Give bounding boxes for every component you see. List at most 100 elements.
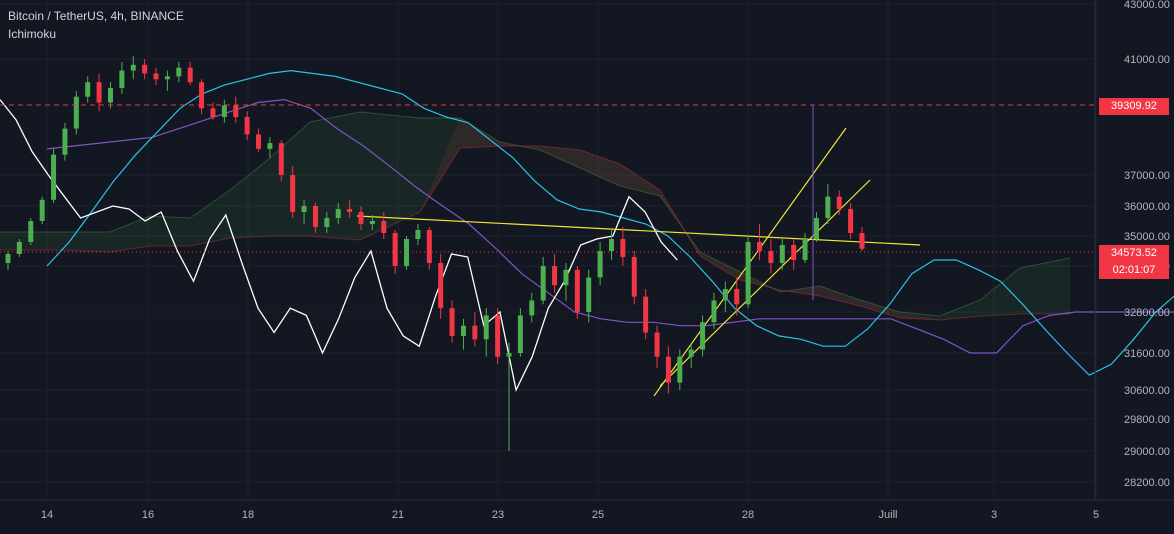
candle-down: [631, 257, 637, 297]
candle-down: [734, 289, 740, 305]
candle-up: [130, 64, 136, 71]
candle-up: [176, 67, 182, 77]
candle-down: [210, 108, 216, 117]
candle-down: [153, 73, 159, 80]
x-tick-label: 5: [1093, 509, 1099, 521]
last-price-value: 34573.52: [1111, 247, 1157, 259]
candle-up: [107, 88, 113, 103]
y-tick-label: 32800.00: [1124, 307, 1170, 319]
kijun-line: [46, 98, 1174, 354]
symbol-title: Bitcoin / TetherUS, 4h, BINANCE: [8, 9, 184, 23]
candle-down: [472, 325, 478, 340]
indicator-label[interactable]: Ichimoku: [8, 27, 57, 41]
candle-down: [438, 263, 444, 309]
level-price-value: 39309.92: [1111, 100, 1157, 112]
ichimoku-cloud: [0, 111, 1071, 321]
candle-up: [267, 143, 273, 149]
candle-up: [51, 154, 57, 200]
candle-up: [608, 239, 614, 251]
candle-down: [199, 82, 205, 109]
candle-up: [802, 239, 808, 260]
candle-up: [221, 105, 227, 117]
level-lines: [0, 104, 1095, 300]
last-price-badge: 34573.52 02:01:07: [1099, 245, 1169, 279]
candle-up: [688, 349, 694, 357]
candle-up: [335, 209, 341, 218]
candle-up: [813, 218, 819, 239]
candle-up: [28, 221, 34, 242]
candle-down: [859, 233, 865, 249]
candle-up: [301, 206, 307, 212]
candle-down: [791, 245, 797, 260]
candle-down: [392, 233, 398, 266]
kumo-fill: [0, 112, 1070, 320]
candle-down: [620, 239, 626, 257]
y-tick-label: 43000.00: [1124, 0, 1170, 11]
candle-up: [745, 242, 751, 305]
candle-up: [5, 254, 11, 263]
candle-down: [381, 221, 387, 233]
candle-up: [517, 315, 523, 353]
y-tick-label: 29800.00: [1124, 414, 1170, 426]
candle-up: [722, 289, 728, 301]
candle-up: [62, 128, 68, 155]
candle-up: [324, 218, 330, 227]
candle-down: [552, 266, 558, 286]
level-price-badge: 39309.92: [1099, 98, 1169, 115]
candle-down: [449, 308, 455, 336]
candle-up: [404, 239, 410, 266]
candle-up: [540, 266, 546, 301]
candle-up: [779, 245, 785, 263]
candle-up: [506, 353, 512, 357]
candle-up: [460, 325, 466, 336]
candle-up: [164, 76, 170, 80]
candle-down: [96, 82, 102, 103]
x-tick-label: 28: [742, 509, 754, 521]
candle-down: [233, 105, 239, 117]
candle-down: [848, 209, 854, 233]
senkou-span-a: [0, 111, 1071, 317]
x-tick-label: 25: [592, 509, 604, 521]
candles: [5, 56, 865, 451]
candle-up: [586, 277, 592, 312]
candle-down: [256, 134, 262, 149]
candle-down: [358, 212, 364, 224]
candle-up: [529, 300, 535, 316]
candle-up: [825, 196, 831, 218]
price-axis[interactable]: 43000.00 41000.00 37000.00 36000.00 35000.00…: [1094, 0, 1170, 500]
candle-down: [290, 175, 296, 212]
senkou-span-b: [0, 145, 1070, 321]
candle-down: [426, 230, 432, 263]
y-tick-label: 41000.00: [1124, 54, 1170, 66]
candle-down: [142, 64, 148, 74]
candle-up: [119, 70, 125, 88]
candle-up: [16, 242, 22, 254]
candle-up: [711, 300, 717, 323]
channel-lower-line[interactable]: [659, 179, 871, 387]
candle-down: [312, 206, 318, 227]
time-axis[interactable]: 14 16 18 21 23 25 28 Juill 3 5: [0, 499, 1174, 521]
tenkan-line: [46, 69, 1174, 376]
x-tick-label: 16: [142, 509, 154, 521]
y-tick-label: 30600.00: [1124, 385, 1170, 397]
x-tick-label: 23: [492, 509, 504, 521]
bar-countdown: 02:01:07: [1112, 264, 1156, 276]
candle-up: [677, 356, 683, 383]
candle-down: [836, 196, 842, 209]
x-tick-label: 3: [991, 509, 997, 521]
candle-up: [563, 269, 569, 286]
candle-down: [654, 332, 660, 357]
candle-up: [39, 199, 45, 221]
grid-lines: [0, 0, 1097, 500]
candle-down: [244, 117, 250, 135]
candle-up: [597, 251, 603, 278]
y-tick-label: 35000.00: [1124, 231, 1170, 243]
candle-down: [347, 209, 353, 212]
x-tick-label: 21: [392, 509, 404, 521]
y-tick-label: 37000.00: [1124, 170, 1170, 182]
candle-down: [574, 269, 580, 312]
resistance-trendline[interactable]: [356, 215, 921, 246]
candle-up: [415, 230, 421, 239]
